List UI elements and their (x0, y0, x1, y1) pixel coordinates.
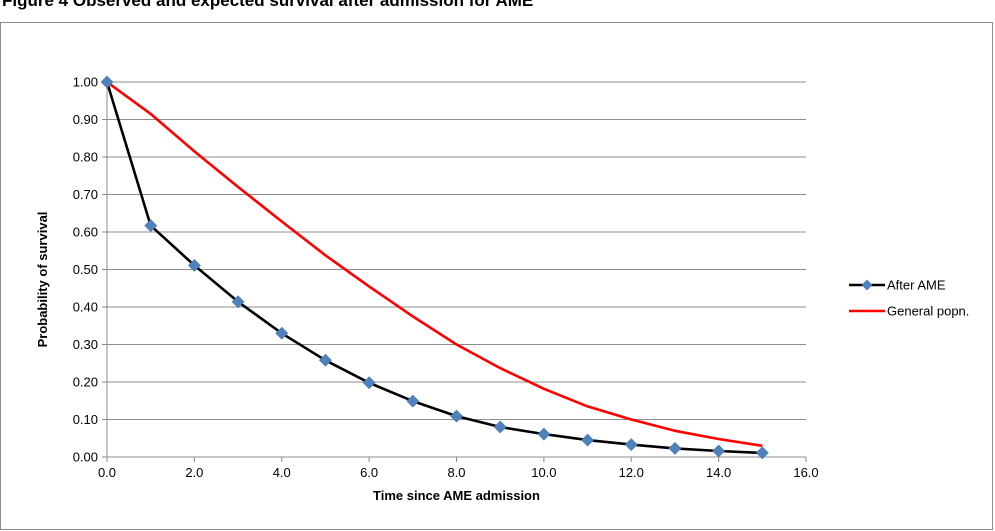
legend-label: General popn. (887, 304, 969, 319)
data-point-marker (668, 441, 682, 455)
y-tick-label: 0.80 (73, 150, 98, 165)
x-tick-label: 6.0 (360, 465, 378, 480)
y-axis-title: Probability of survival (35, 212, 50, 348)
y-tick-label: 0.10 (73, 412, 98, 427)
y-tick-label: 0.70 (73, 187, 98, 202)
axis-tick-labels: 0.00 0.10 0.20 0.30 0.40 0.50 0.60 0.70 0.80 0.90… (73, 75, 819, 481)
data-point-marker (275, 326, 289, 340)
data-point-marker (406, 394, 420, 408)
chart-area: 0.00 0.10 0.20 0.30 0.40 0.50 0.60 0.70 0.80 0.90… (0, 22, 993, 530)
legend-label: After AME (887, 278, 946, 293)
series-markers (100, 75, 769, 460)
gridlines (107, 81, 806, 420)
x-tick-label: 4.0 (273, 465, 291, 480)
y-tick-label: 0.40 (73, 300, 98, 315)
series-lines (105, 80, 763, 455)
legend: After AME General popn. (849, 278, 969, 319)
x-tick-label: 14.0 (706, 465, 731, 480)
series-line-after-ame (105, 81, 763, 455)
x-tick-label: 12.0 (619, 465, 644, 480)
axes (102, 81, 807, 462)
data-point-marker (319, 353, 332, 367)
y-tick-label: 0.20 (73, 375, 98, 390)
y-tick-label: 0.90 (73, 112, 98, 127)
data-point-marker (581, 433, 594, 447)
data-point-marker (231, 295, 245, 309)
y-tick-label: 1.00 (73, 75, 98, 90)
data-point-marker (712, 444, 726, 458)
data-point-marker (100, 75, 114, 89)
data-point-marker (187, 258, 201, 272)
y-tick-label: 0.30 (73, 337, 98, 352)
x-tick-label: 8.0 (447, 465, 465, 480)
data-point-marker (362, 376, 376, 390)
data-point-marker (144, 219, 158, 233)
y-tick-label: 0.60 (73, 225, 98, 240)
data-point-marker (755, 446, 769, 460)
x-tick-label: 10.0 (531, 465, 556, 480)
series-line-general-popn (106, 80, 763, 448)
figure-caption: Figure 4 Observed and expected survival … (2, 0, 534, 10)
x-tick-label: 16.0 (793, 465, 818, 480)
x-tick-label: 2.0 (185, 465, 203, 480)
data-point-marker (537, 427, 551, 441)
data-point-marker (624, 438, 638, 452)
survival-line-chart: 0.00 0.10 0.20 0.30 0.40 0.50 0.60 0.70 0.80 0.90… (35, 75, 969, 504)
y-tick-label: 0.00 (73, 450, 98, 465)
x-tick-label: 0.0 (98, 465, 116, 480)
data-point-marker (450, 409, 463, 423)
y-tick-label: 0.50 (73, 262, 98, 277)
data-point-marker (493, 420, 507, 434)
x-axis-title: Time since AME admission (373, 488, 540, 503)
legend-swatch-marker (861, 279, 873, 291)
